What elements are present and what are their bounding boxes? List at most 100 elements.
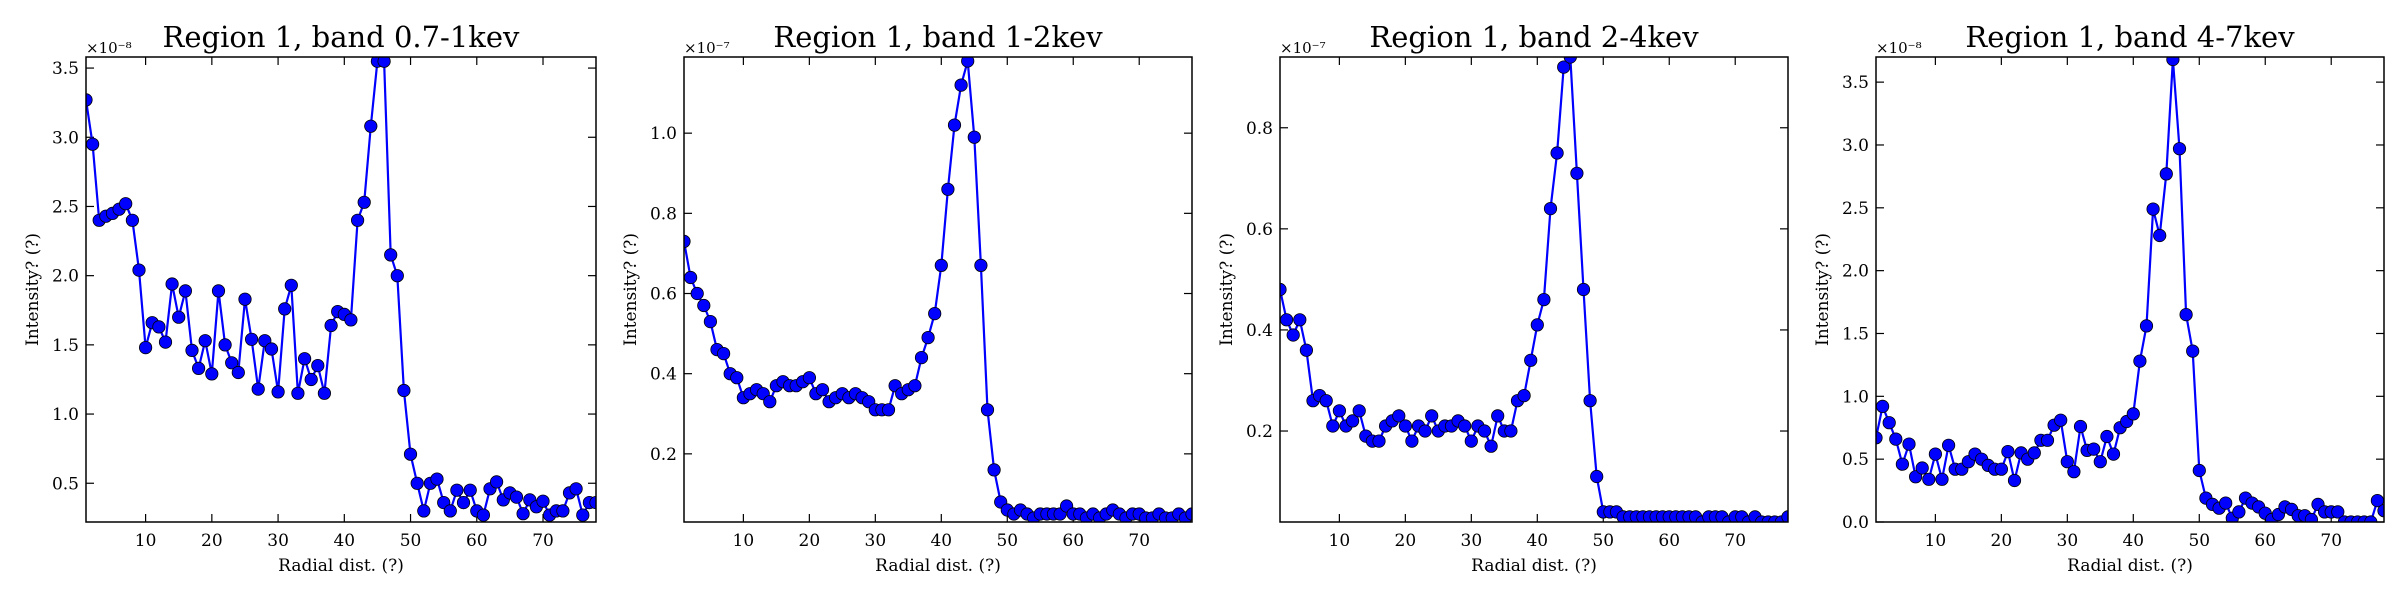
data-point: [350, 213, 365, 227]
y-offset-label: ×10⁻⁸: [86, 39, 132, 57]
y-tick-label: 2.0: [1842, 262, 1869, 282]
data-point: [238, 292, 252, 306]
data-point: [192, 361, 206, 375]
data-point: [158, 335, 173, 349]
data-point: [152, 320, 166, 334]
data-point: [730, 371, 744, 385]
chart-panel-3: Region 1, band 2-4kev Radial dist. (?) Int…: [1217, 20, 1789, 576]
data-point: [2139, 319, 2154, 333]
y-tick-label: 3.0: [52, 128, 79, 148]
data-point: [1537, 292, 1551, 307]
y-tick-label: 2.5: [52, 197, 79, 217]
data-point: [1994, 462, 2009, 476]
chart-title: Region 1, band 0.7-1kev: [163, 20, 520, 54]
x-tick-label: 20: [1395, 531, 1417, 551]
data-point: [1392, 409, 1406, 423]
data-point: [125, 213, 139, 227]
data-point: [763, 395, 777, 409]
y-tick-label: 0.5: [1842, 450, 1869, 470]
data-point: [1346, 414, 1360, 428]
data-point: [908, 379, 922, 393]
data-point: [417, 504, 431, 518]
data-point: [2093, 455, 2107, 469]
data-point: [1299, 343, 1314, 357]
data-point: [2100, 429, 2114, 444]
data-point: [278, 302, 292, 316]
x-tick-label: 30: [2057, 531, 2079, 551]
x-tick-label: 40: [1526, 531, 1548, 551]
data-point: [980, 403, 995, 417]
data-point: [1530, 318, 1544, 332]
data-point: [1882, 416, 1896, 430]
y-tick-label: 3.5: [52, 59, 79, 79]
data-point: [2054, 413, 2068, 427]
data-point: [284, 278, 298, 292]
data-point: [556, 504, 570, 518]
y-tick-label: 1.0: [650, 124, 677, 144]
data-point: [914, 350, 929, 365]
x-tick-label: 10: [135, 531, 157, 551]
data-point: [430, 472, 444, 486]
x-tick-label: 10: [1925, 531, 1947, 551]
data-point: [1524, 353, 1538, 367]
data-point: [119, 197, 133, 211]
y-tick-label: 3.5: [1842, 73, 1869, 93]
data-point: [1293, 313, 1307, 327]
data-point: [225, 356, 239, 370]
data-point: [2001, 444, 2015, 459]
data-point: [1583, 394, 1597, 408]
data-point: [2166, 57, 2180, 67]
data-point: [2133, 354, 2147, 368]
data-point: [291, 386, 305, 400]
data-point: [961, 57, 975, 68]
y-axis-label: Intensity? (?): [1813, 233, 1833, 346]
x-tick-label: 40: [333, 531, 355, 551]
data-point: [211, 284, 226, 298]
data-point: [967, 130, 981, 144]
data-point: [178, 284, 192, 298]
data-point: [1491, 409, 1505, 423]
data-point: [251, 382, 265, 396]
y-tick-label: 0.4: [1246, 321, 1273, 341]
data-point: [297, 352, 312, 366]
data-point: [86, 137, 100, 151]
data-point: [2172, 142, 2187, 156]
x-tick-label: 20: [1991, 531, 2013, 551]
data-point: [324, 318, 338, 333]
data-point: [509, 490, 524, 504]
data-point: [1418, 424, 1432, 438]
data-point: [450, 483, 464, 497]
y-tick-label: 0.8: [1246, 119, 1273, 139]
x-axis-label: Radial dist. (?): [278, 556, 404, 576]
y-axis-label: Intensity? (?): [1217, 233, 1237, 346]
data-point: [185, 343, 199, 357]
x-axis-label: Radial dist. (?): [875, 556, 1001, 576]
x-tick-label: 50: [2188, 531, 2210, 551]
data-point: [1543, 202, 1558, 216]
data-point: [516, 507, 530, 521]
series-line: [86, 60, 596, 517]
data-point: [1915, 461, 1929, 475]
x-tick-label: 60: [2254, 531, 2276, 551]
data-point: [684, 234, 691, 248]
data-point: [132, 263, 146, 277]
data-point: [1942, 438, 1956, 452]
x-axis-label: Radial dist. (?): [1471, 556, 1597, 576]
data-point: [1517, 388, 1531, 403]
data-point: [489, 475, 504, 489]
data-point: [716, 346, 731, 361]
data-point: [165, 277, 179, 291]
data-point: [1484, 439, 1498, 453]
data-point: [476, 508, 490, 522]
y-tick-label: 0.2: [650, 445, 677, 465]
y-tick-label: 0.6: [650, 285, 677, 305]
data-point: [815, 383, 830, 397]
data-point: [2027, 446, 2041, 460]
y-tick-label: 2.0: [52, 267, 79, 287]
data-point: [947, 118, 962, 132]
data-point: [1781, 510, 1788, 522]
y-tick-label: 1.0: [52, 405, 79, 425]
data-point: [1889, 432, 1903, 446]
data-point: [1405, 434, 1419, 448]
data-point: [390, 269, 404, 283]
